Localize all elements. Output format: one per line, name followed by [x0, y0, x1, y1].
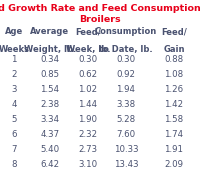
Text: 3: 3 [11, 85, 17, 94]
Text: Weight, lb.: Weight, lb. [24, 45, 76, 54]
Text: 13.43: 13.43 [114, 160, 138, 169]
Text: 0.30: 0.30 [78, 55, 98, 64]
Text: 7: 7 [11, 145, 17, 154]
Text: 1.26: 1.26 [164, 85, 184, 94]
Text: 1.42: 1.42 [164, 100, 184, 109]
Text: Broilers: Broilers [79, 15, 121, 24]
Text: Feed/: Feed/ [75, 27, 101, 36]
Text: 3.10: 3.10 [78, 160, 98, 169]
Text: 7.60: 7.60 [116, 130, 136, 139]
Text: 1.90: 1.90 [78, 115, 98, 124]
Text: Consumption: Consumption [95, 27, 157, 36]
Text: Feed/: Feed/ [161, 27, 187, 36]
Text: 0.88: 0.88 [164, 55, 184, 64]
Text: 6.42: 6.42 [40, 160, 60, 169]
Text: Estimated Growth Rate and Feed Consumption of White: Estimated Growth Rate and Feed Consumpti… [0, 4, 200, 13]
Text: 1: 1 [11, 55, 17, 64]
Text: 6: 6 [11, 130, 17, 139]
Text: 1.54: 1.54 [40, 85, 60, 94]
Text: to Date, lb.: to Date, lb. [99, 45, 153, 54]
Text: Average: Average [30, 27, 70, 36]
Text: 3.38: 3.38 [116, 100, 136, 109]
Text: 0.62: 0.62 [78, 70, 98, 79]
Text: 2.32: 2.32 [78, 130, 98, 139]
Text: 10.33: 10.33 [114, 145, 138, 154]
Text: 3.34: 3.34 [40, 115, 60, 124]
Text: 8: 8 [11, 160, 17, 169]
Text: Gain: Gain [163, 45, 185, 54]
Text: 2.38: 2.38 [40, 100, 60, 109]
Text: 0.92: 0.92 [116, 70, 136, 79]
Text: 4: 4 [11, 100, 17, 109]
Text: 0.85: 0.85 [40, 70, 60, 79]
Text: 5.28: 5.28 [116, 115, 136, 124]
Text: 1.08: 1.08 [164, 70, 184, 79]
Text: 0.34: 0.34 [40, 55, 60, 64]
Text: Weeks: Weeks [0, 45, 30, 54]
Text: 5.40: 5.40 [40, 145, 60, 154]
Text: Age: Age [5, 27, 23, 36]
Text: 1.58: 1.58 [164, 115, 184, 124]
Text: Week, lb.: Week, lb. [66, 45, 110, 54]
Text: 1.74: 1.74 [164, 130, 184, 139]
Text: 2.73: 2.73 [78, 145, 98, 154]
Text: 5: 5 [11, 115, 17, 124]
Text: 2.09: 2.09 [164, 160, 184, 169]
Text: 2: 2 [11, 70, 17, 79]
Text: 1.91: 1.91 [164, 145, 184, 154]
Text: 1.44: 1.44 [78, 100, 98, 109]
Text: 1.94: 1.94 [116, 85, 136, 94]
Text: 1.02: 1.02 [78, 85, 98, 94]
Text: 4.37: 4.37 [40, 130, 60, 139]
Text: 0.30: 0.30 [116, 55, 136, 64]
